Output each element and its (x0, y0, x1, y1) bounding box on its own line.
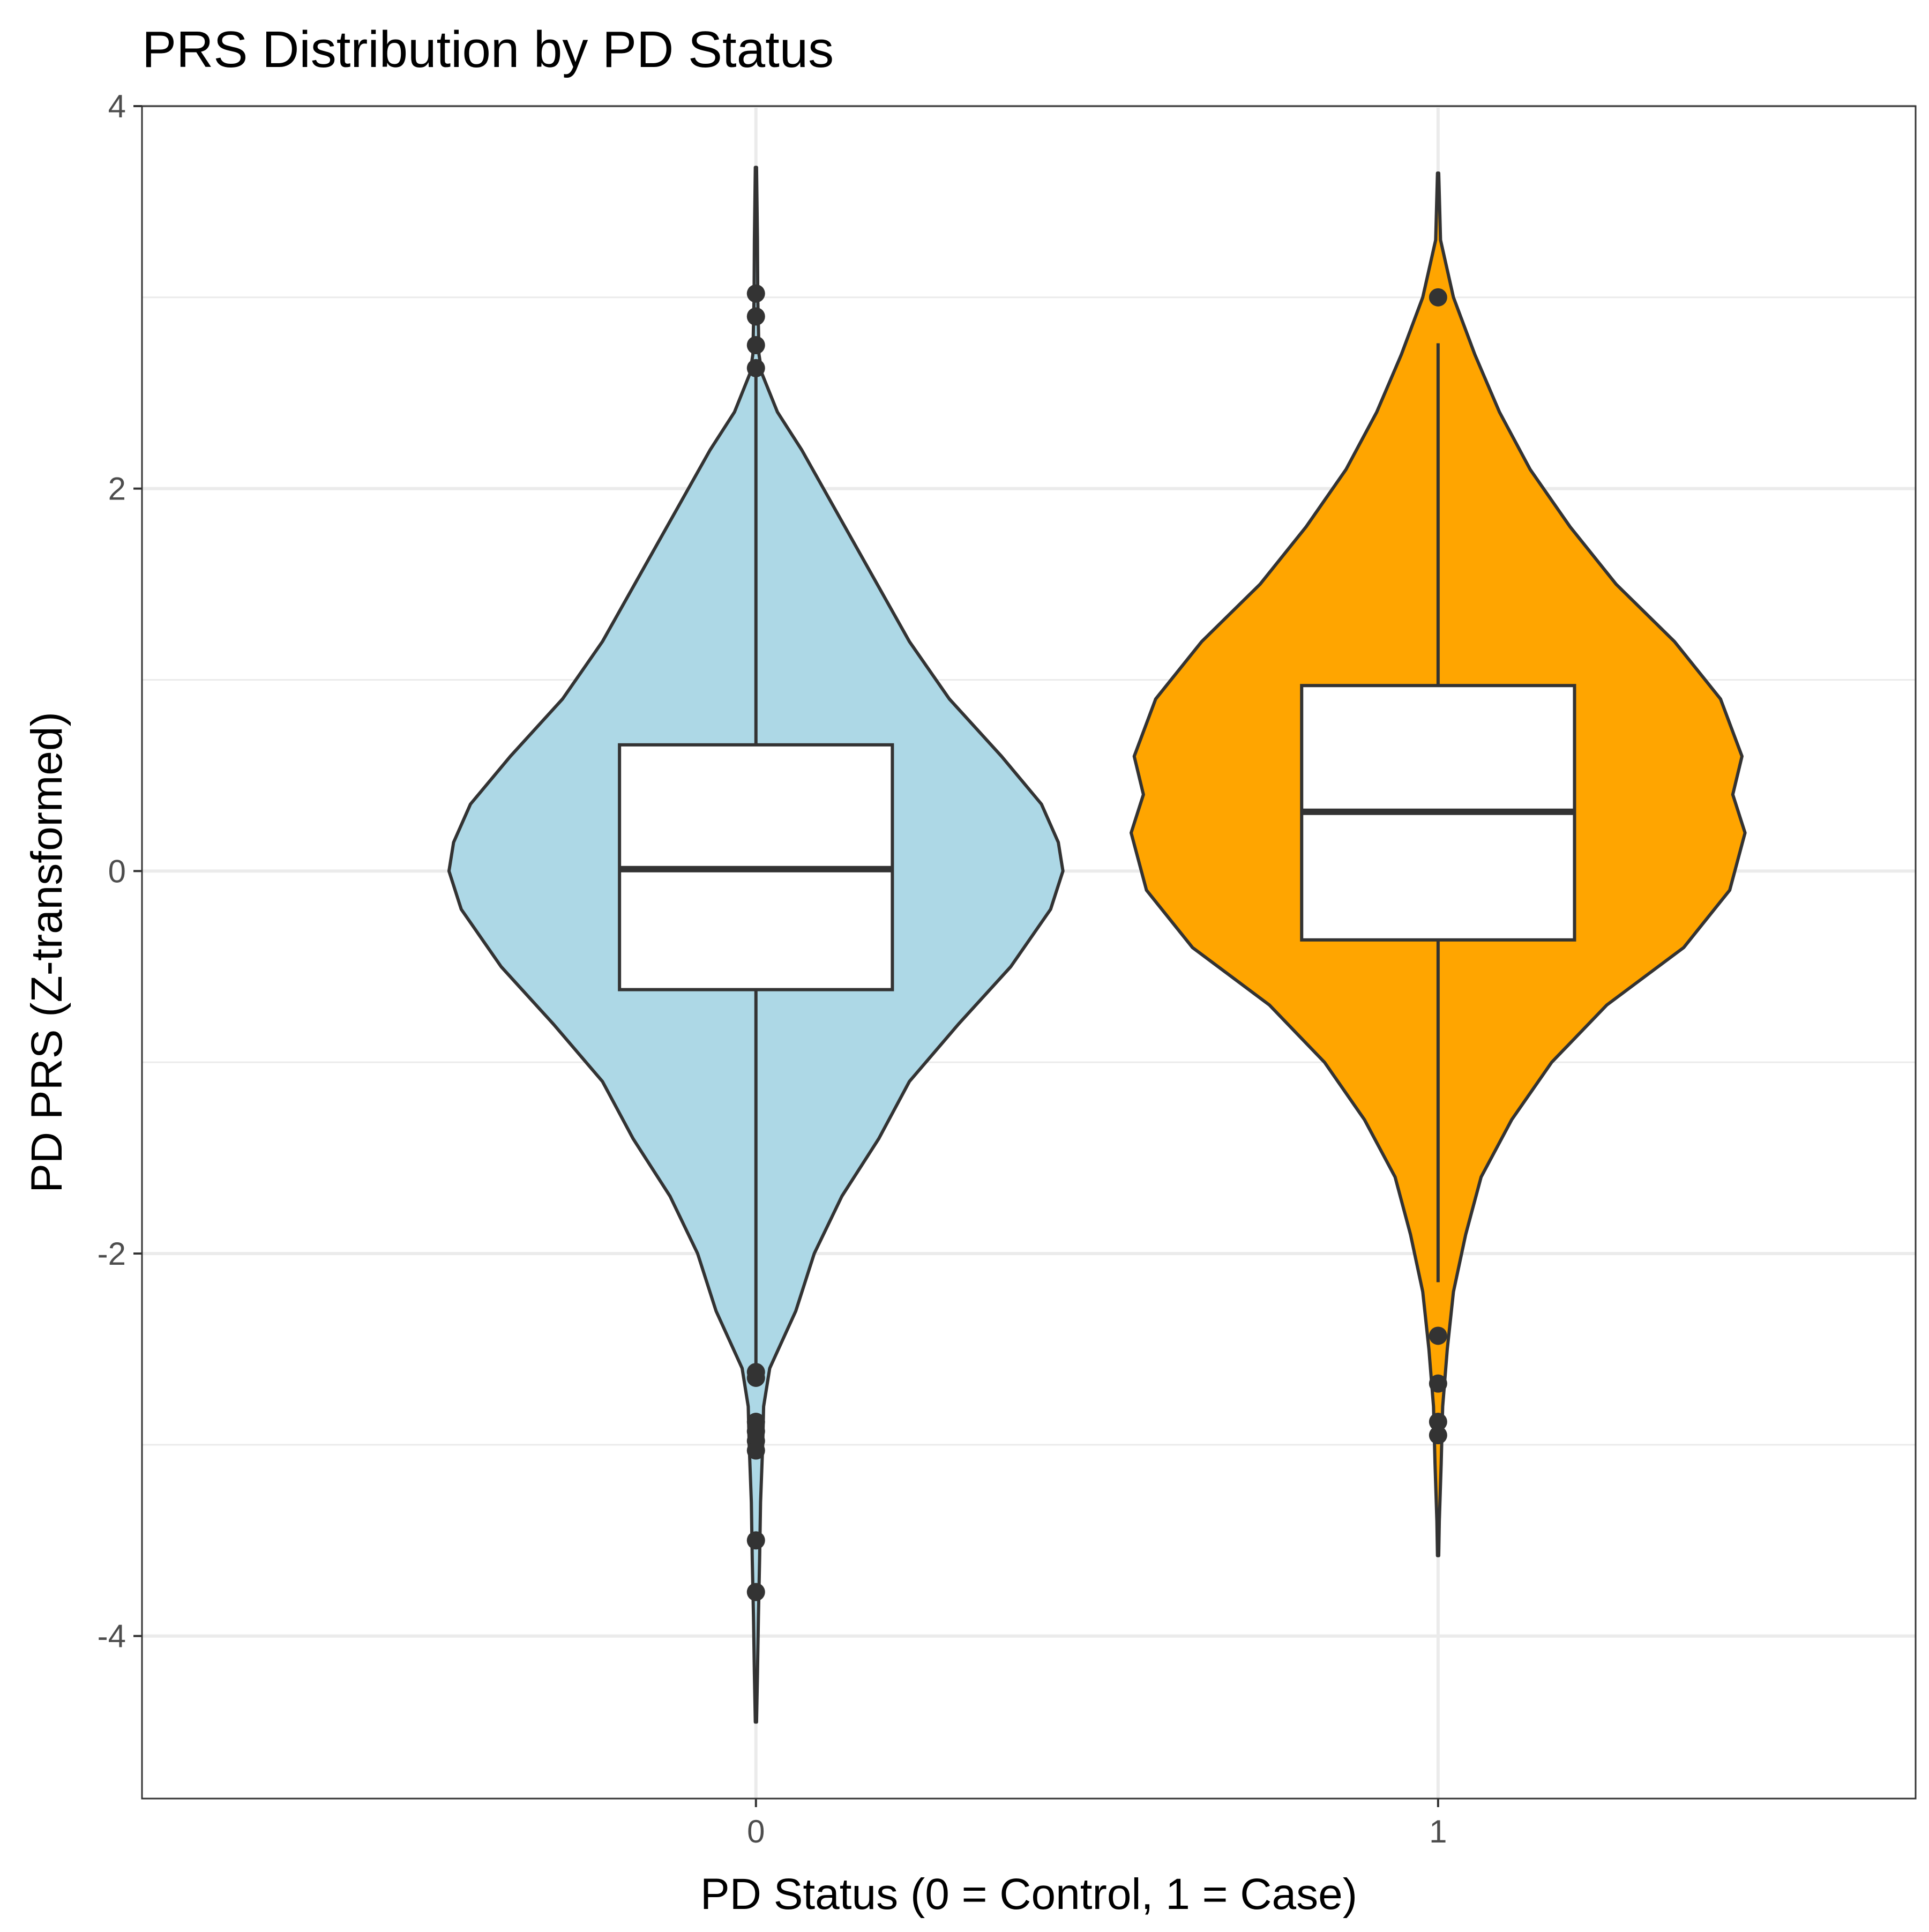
outlier-point (1429, 1326, 1447, 1345)
outlier-point (746, 307, 765, 326)
outlier-point (746, 359, 765, 377)
panel-border (141, 105, 1917, 1800)
outlier-point (746, 284, 765, 303)
outlier-point (1429, 1413, 1447, 1431)
outlier-point (746, 1368, 765, 1387)
y-tick-label: -2 (98, 1236, 126, 1272)
outlier-point (746, 1531, 765, 1550)
x-axis-title: PD Status (0 = Control, 1 = Case) (700, 1870, 1357, 1919)
violins (447, 166, 1747, 1724)
y-tick-label: 2 (108, 471, 126, 507)
y-axis-title: PD PRS (Z-transformed) (23, 712, 71, 1193)
x-tick-label: 0 (747, 1814, 765, 1849)
y-tick-label: 0 (108, 853, 126, 889)
outlier-point (746, 1583, 765, 1601)
outlier-point (1429, 288, 1447, 307)
x-tick-label: 1 (1429, 1814, 1447, 1849)
chart-title: PRS Distribution by PD Status (142, 21, 834, 78)
axes: -4 -2 0 2 4 0 1 (98, 88, 1447, 1849)
outlier-point (746, 1441, 765, 1460)
outlier-point (1429, 1426, 1447, 1445)
y-tick-label: -4 (98, 1618, 126, 1654)
y-tick-label: 4 (108, 88, 126, 124)
outlier-point (746, 336, 765, 355)
outlier-point (1429, 1374, 1447, 1393)
